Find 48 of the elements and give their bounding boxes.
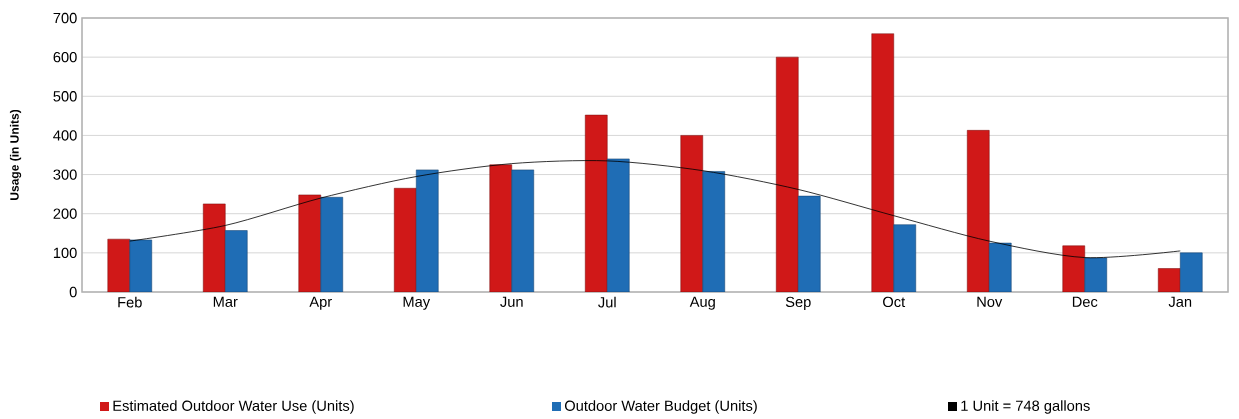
x-tick-label: Jul	[598, 296, 616, 308]
bar	[606, 158, 630, 292]
legend-label: Estimated Outdoor Water Use (Units)	[113, 400, 354, 414]
y-tick-label: 100	[53, 247, 77, 259]
bar	[584, 114, 608, 292]
bar	[320, 197, 344, 292]
x-tick-label: Nov	[977, 296, 1003, 307]
y-tick-label: 0	[69, 286, 77, 298]
x-tick-label: Jan	[1168, 296, 1192, 307]
x-tick-label: Mar	[213, 296, 238, 307]
y-tick-label: 700	[53, 12, 77, 24]
bar	[415, 169, 439, 292]
x-tick-label: May	[403, 296, 431, 310]
legend-label: Outdoor Water Budget (Units)	[564, 400, 757, 414]
bar	[1179, 252, 1203, 292]
bar	[702, 171, 726, 292]
x-tick-label: Oct	[883, 296, 906, 308]
bar	[893, 224, 917, 292]
y-tick-label: 400	[53, 130, 77, 141]
legend-label: 1 Unit = 748 gallons	[961, 400, 1090, 414]
bar	[298, 194, 322, 292]
bar	[511, 169, 535, 292]
bar	[680, 135, 704, 292]
bar	[871, 33, 895, 292]
y-tick-label: 600	[53, 51, 77, 63]
line-series	[129, 160, 1181, 259]
bar	[202, 203, 226, 292]
bar	[489, 164, 513, 292]
y-tick-label: 300	[53, 169, 77, 180]
bar	[1062, 245, 1086, 292]
y-axis-title: Usage (in Units)	[9, 109, 22, 200]
x-tick-label: Dec	[1072, 296, 1098, 307]
bar	[393, 188, 417, 292]
y-tick-label: 500	[53, 91, 77, 102]
x-tick-label: Jun	[500, 296, 523, 307]
x-tick-label: Feb	[118, 296, 142, 308]
bar	[775, 56, 799, 292]
bar	[1084, 257, 1108, 292]
x-tick-label: Aug	[689, 296, 715, 310]
bar	[988, 242, 1012, 292]
bar	[129, 239, 153, 292]
bar	[797, 195, 821, 292]
x-tick-label: Apr	[309, 296, 332, 310]
bar	[224, 230, 248, 292]
bar	[107, 238, 131, 292]
x-tick-label: Sep	[785, 296, 811, 310]
bar	[966, 130, 990, 292]
y-tick-label: 200	[53, 208, 77, 219]
